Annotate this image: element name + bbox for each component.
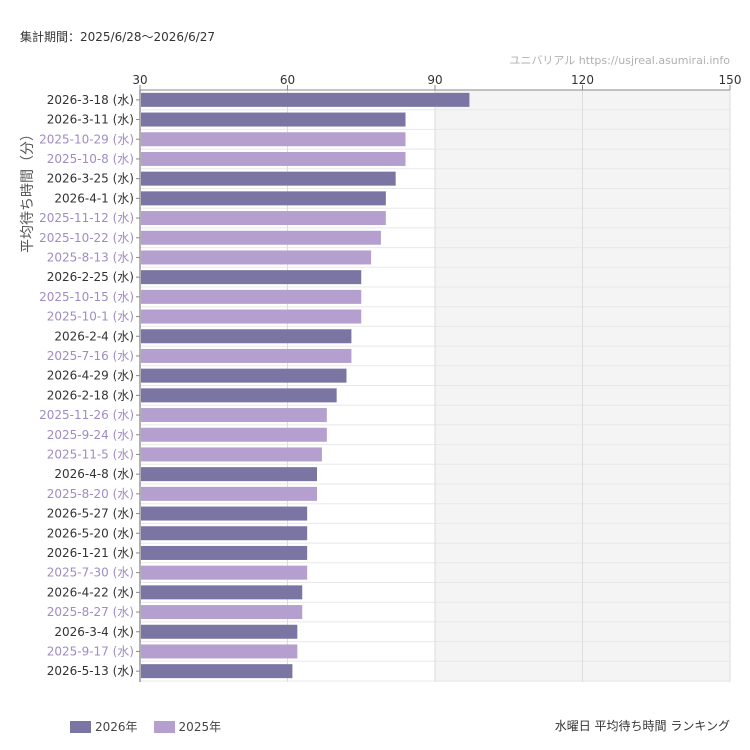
x-tick-label: 30 xyxy=(132,73,147,87)
bar-label: 2025-11-5 (水) xyxy=(47,447,134,461)
y-axis-title: 平均待ち時間（分） xyxy=(20,127,36,253)
x-tick-label: 90 xyxy=(427,73,442,87)
bar xyxy=(141,191,386,206)
bar-label: 2025-11-12 (水) xyxy=(39,211,134,225)
bar-label: 2025-8-20 (水) xyxy=(47,487,134,501)
bar-label: 2026-5-20 (水) xyxy=(47,526,134,540)
ranking-bar-chart: 30 60 90 120 150 2026-3-18 (水) 2026-3-11 (水) 20… xyxy=(20,73,742,682)
bar xyxy=(141,565,308,580)
aggregation-period: 集計期間：2025/6/28〜2026/6/27 xyxy=(20,30,216,44)
bar xyxy=(141,368,347,383)
bar xyxy=(141,171,396,186)
bar xyxy=(141,427,327,442)
bar xyxy=(141,545,308,560)
legend-label-2025: 2025年 xyxy=(178,720,222,734)
bar xyxy=(141,506,308,521)
x-tick-label: 60 xyxy=(280,73,295,87)
bar xyxy=(141,447,322,462)
bar-label: 2026-4-29 (水) xyxy=(47,369,134,383)
x-tick-label: 150 xyxy=(719,73,742,87)
bar-label: 2025-9-24 (水) xyxy=(47,428,134,442)
bar-label: 2026-2-18 (水) xyxy=(47,388,134,402)
bar xyxy=(141,329,352,344)
legend-label-2026: 2026年 xyxy=(95,720,138,734)
bar-label: 2025-10-22 (水) xyxy=(39,231,134,245)
bar-label: 2026-3-11 (水) xyxy=(47,113,134,127)
bar-label: 2025-10-8 (水) xyxy=(47,152,134,166)
bar xyxy=(141,132,406,147)
source-credit: ユニバリアル https://usjreal.asumirai.info xyxy=(509,54,730,67)
bar xyxy=(141,289,362,304)
bar-label: 2026-5-27 (水) xyxy=(47,507,134,521)
bar-label: 2025-10-15 (水) xyxy=(39,290,134,304)
bar-label: 2025-8-27 (水) xyxy=(47,605,134,619)
bar-label: 2025-10-29 (水) xyxy=(39,132,134,146)
bar xyxy=(141,585,303,600)
bar-label: 2026-2-25 (水) xyxy=(47,270,134,284)
bar xyxy=(141,526,308,541)
chart-legend: 2026年 2025年 xyxy=(70,718,237,735)
bar xyxy=(141,348,352,363)
bar xyxy=(141,309,362,324)
legend-swatch-2025 xyxy=(153,720,175,733)
x-tick-label: 120 xyxy=(571,73,594,87)
bar-label: 2026-4-22 (水) xyxy=(47,585,134,599)
bar xyxy=(141,624,298,639)
bar-label: 2026-1-21 (水) xyxy=(47,546,134,560)
bar xyxy=(141,644,298,659)
bar-label: 2026-4-8 (水) xyxy=(54,467,134,481)
bar xyxy=(141,250,372,265)
bar xyxy=(141,92,470,107)
legend-swatch-2026 xyxy=(70,720,91,733)
bar-label: 2025-7-30 (水) xyxy=(47,566,134,580)
bar-label: 2026-3-18 (水) xyxy=(47,93,134,107)
bar-label: 2026-3-25 (水) xyxy=(47,172,134,186)
bar xyxy=(141,151,406,166)
bar-label: 2026-3-4 (水) xyxy=(54,625,134,639)
bar-label: 2025-10-1 (水) xyxy=(47,310,134,324)
bar xyxy=(141,112,406,127)
bar xyxy=(141,211,386,226)
bar-label: 2025-9-17 (水) xyxy=(47,644,134,658)
bar xyxy=(141,664,293,679)
bar xyxy=(141,270,362,285)
bar-label: 2025-8-13 (水) xyxy=(47,250,134,264)
bar xyxy=(141,230,381,245)
chart-caption: 水曜日 平均待ち時間 ランキング xyxy=(554,719,730,733)
bar-label: 2026-5-13 (水) xyxy=(47,664,134,678)
bar-label: 2026-2-4 (水) xyxy=(54,329,134,343)
bar xyxy=(141,388,337,403)
bar-label: 2025-7-16 (水) xyxy=(47,349,134,363)
bar xyxy=(141,486,317,501)
bar-label: 2025-11-26 (水) xyxy=(39,408,134,422)
legend-item-2026: 2026年 xyxy=(70,718,138,735)
bar xyxy=(141,467,317,482)
bar xyxy=(141,408,327,423)
legend-item-2025: 2025年 xyxy=(153,718,222,735)
bar xyxy=(141,605,303,620)
bar-label: 2026-4-1 (水) xyxy=(54,191,134,205)
